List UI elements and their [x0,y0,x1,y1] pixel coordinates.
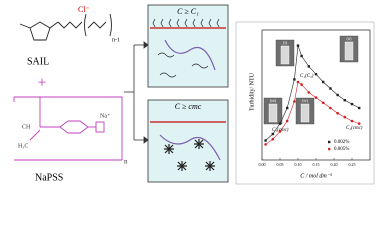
vial [300,103,310,123]
marker [286,106,289,110]
marker [336,111,339,115]
inset-label: (iii) [270,98,277,103]
x-tick-label: 0.15 [313,162,320,167]
anion: Cl⁻ [78,5,90,14]
marker [300,54,303,58]
index: n [124,158,128,166]
marker [343,99,346,102]
counterion: Na⁺ [100,112,110,119]
inset-label: (i) [283,40,287,45]
napss-label: NaPSS [35,172,63,183]
annotation: C₁(C₂) [300,74,314,79]
legend-label: 0.002% [334,140,349,145]
sail-label: SAIL [27,56,49,67]
figure: Cl⁻ n-1 SAIL + Na⁺ CH H₃C n NaPSS C ≥ C₁… [13,4,375,185]
annotation: C₁(cmc) [272,128,289,133]
marker [329,87,332,90]
chart-frame [235,21,375,185]
plus: + [37,75,46,92]
methyl: H₃C [18,143,28,149]
vial [344,41,354,61]
marker [271,132,274,136]
marker [358,106,361,110]
marker [285,119,289,123]
y-axis-label: Turbidity/ NTU [249,72,255,111]
marker [278,122,282,125]
marker [314,96,318,99]
marker [278,130,282,133]
napss-structure [13,96,123,161]
marker [271,137,275,141]
marker [357,122,361,125]
marker [264,143,267,146]
marker [296,80,300,84]
x-axis-label: C / mol dm⁻³ [300,173,332,179]
marker [307,65,310,68]
arrows [124,41,149,144]
marker [264,139,267,142]
x-tick-label: 0.00 [259,162,266,167]
marker [307,91,311,94]
micelles [159,134,221,171]
surfactant-chains [152,18,220,78]
x-tick-label: 0.10 [295,162,302,167]
marker [343,115,347,119]
ch: CH [22,124,31,130]
marker [300,83,303,86]
inset-label: (ii) [347,36,353,41]
scheme-box [147,4,229,88]
legend-marker [328,140,331,144]
marker [321,101,325,105]
inset-label: (iv) [302,98,308,103]
box-label: C ≥ C₁ [177,7,199,16]
x-tick-label: 0.20 [331,162,338,167]
legend-marker [327,147,331,151]
marker [293,100,296,103]
x-tick-label: 0.05 [277,162,284,167]
marker [350,119,354,123]
marker [322,80,325,84]
x-tick-label: 0.25 [349,162,356,167]
marker [336,93,339,97]
vial [280,45,290,65]
marker [296,44,300,47]
sail-structure [19,13,112,41]
marker [350,102,354,106]
marker [293,78,296,81]
marker [314,73,318,76]
marker [329,106,332,110]
annotation: C₂(cmc) [346,126,363,131]
index: n-1 [112,37,120,43]
vial [268,103,278,123]
box-label: C ≥ cmc [175,102,202,111]
legend-label: 0.005% [334,147,349,152]
